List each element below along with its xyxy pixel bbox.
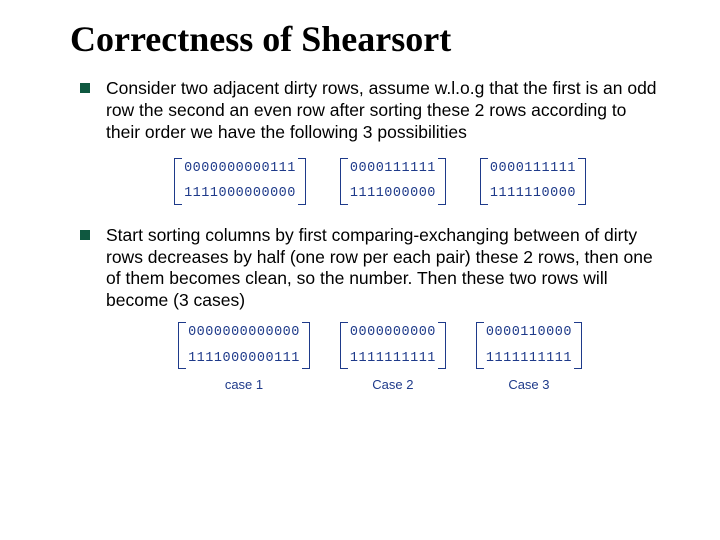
matrix-body: 0000111111 1111110000 bbox=[488, 158, 578, 205]
bullet-text: Start sorting columns by first comparing… bbox=[106, 225, 660, 313]
sequence: 1111111111 bbox=[350, 352, 436, 366]
bracket-right-icon bbox=[438, 322, 446, 369]
bracket-left-icon bbox=[340, 322, 348, 369]
bullet-item: Consider two adjacent dirty rows, assume… bbox=[80, 78, 660, 144]
bracket-left-icon bbox=[178, 322, 186, 369]
case-label: Case 3 bbox=[508, 377, 549, 392]
bracket-left-icon bbox=[340, 158, 348, 205]
sequence: 0000000000111 bbox=[184, 162, 296, 176]
bracket-right-icon bbox=[302, 322, 310, 369]
sequence: 1111111111 bbox=[486, 352, 572, 366]
bracket-left-icon bbox=[476, 322, 484, 369]
square-bullet-icon bbox=[80, 83, 90, 93]
matrix-body: 0000110000 1111111111 bbox=[484, 322, 574, 369]
sequence: 1111000000000 bbox=[184, 187, 296, 201]
case-label: Case 2 bbox=[372, 377, 413, 392]
matrix: 0000111111 1111110000 bbox=[480, 158, 586, 205]
square-bullet-icon bbox=[80, 230, 90, 240]
diagram-row-2: 0000000000000 1111000000111 case 1 00000… bbox=[80, 322, 660, 392]
bullet-item: Start sorting columns by first comparing… bbox=[80, 225, 660, 313]
sequence: 1111110000 bbox=[490, 187, 576, 201]
matrix: 0000000000000 1111000000111 bbox=[178, 322, 310, 369]
case-column: 0000000000000 1111000000111 case 1 bbox=[178, 322, 310, 392]
matrix-body: 0000000000 1111111111 bbox=[348, 322, 438, 369]
bullet-text: Consider two adjacent dirty rows, assume… bbox=[106, 78, 660, 144]
bracket-left-icon bbox=[174, 158, 182, 205]
matrix: 0000000000 1111111111 bbox=[340, 322, 446, 369]
slide-title: Correctness of Shearsort bbox=[70, 18, 660, 60]
bracket-right-icon bbox=[574, 322, 582, 369]
matrix: 0000000000111 1111000000000 bbox=[174, 158, 306, 205]
sequence: 1111000000 bbox=[350, 187, 436, 201]
matrix-body: 0000000000000 1111000000111 bbox=[186, 322, 302, 369]
bracket-right-icon bbox=[298, 158, 306, 205]
bracket-left-icon bbox=[480, 158, 488, 205]
diagram-row-1: 0000000000111 1111000000000 0000111111 1… bbox=[80, 158, 660, 205]
matrix: 0000111111 1111000000 bbox=[340, 158, 446, 205]
sequence: 0000111111 bbox=[490, 162, 576, 176]
sequence: 0000110000 bbox=[486, 326, 572, 340]
sequence: 0000000000000 bbox=[188, 326, 300, 340]
bracket-right-icon bbox=[438, 158, 446, 205]
sequence: 0000000000 bbox=[350, 326, 436, 340]
case-column: 0000110000 1111111111 Case 3 bbox=[476, 322, 582, 392]
case-label: case 1 bbox=[225, 377, 263, 392]
case-column: 0000000000 1111111111 Case 2 bbox=[340, 322, 446, 392]
sequence: 1111000000111 bbox=[188, 352, 300, 366]
sequence: 0000111111 bbox=[350, 162, 436, 176]
matrix: 0000110000 1111111111 bbox=[476, 322, 582, 369]
matrix-body: 0000111111 1111000000 bbox=[348, 158, 438, 205]
matrix-body: 0000000000111 1111000000000 bbox=[182, 158, 298, 205]
bracket-right-icon bbox=[578, 158, 586, 205]
